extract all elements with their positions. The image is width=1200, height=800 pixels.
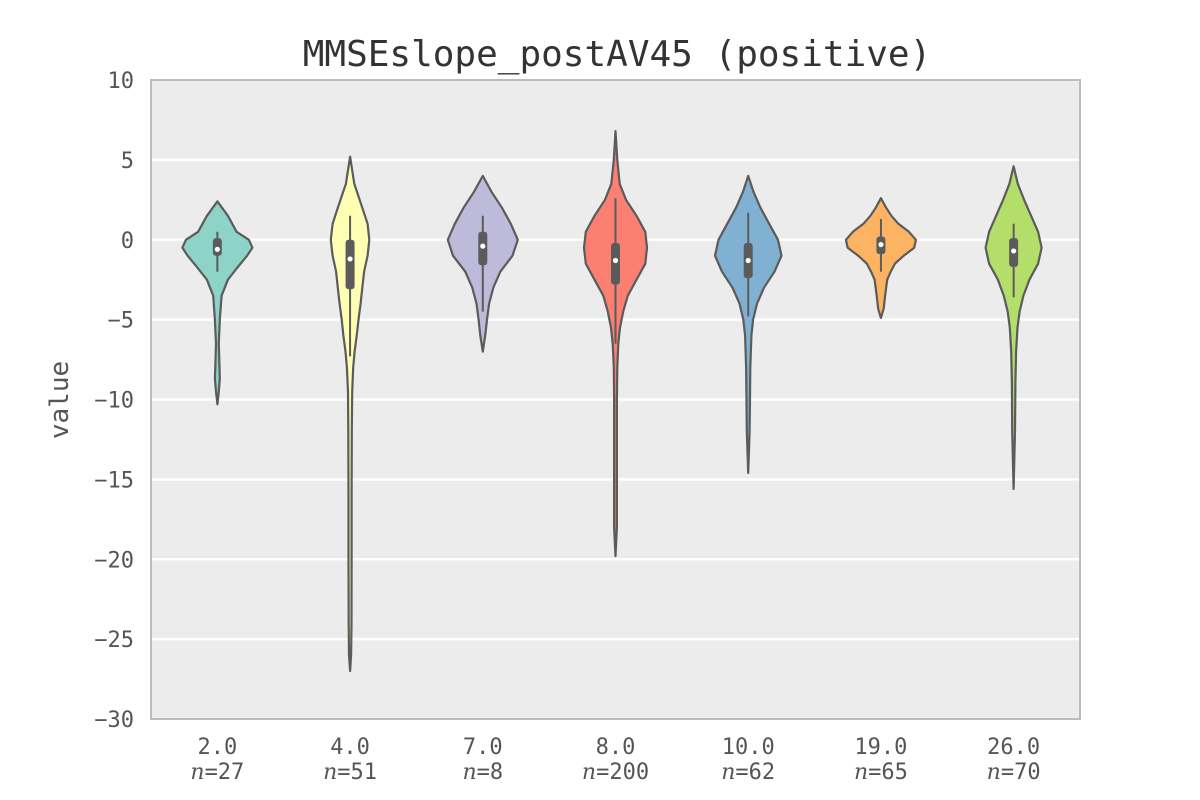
x-tick-label: 7.0 — [463, 735, 503, 760]
violin-median — [347, 256, 353, 262]
x-count-label: n=8 — [462, 760, 503, 785]
x-count-label: n=65 — [854, 760, 908, 785]
y-tick-label: −20 — [94, 548, 134, 573]
violin-median — [745, 257, 751, 264]
y-tick-label: 0 — [121, 229, 134, 254]
x-tick-label: 19.0 — [854, 735, 907, 760]
violin-median — [878, 241, 884, 248]
violin-26-0 — [984, 165, 1043, 491]
plot-frame — [150, 79, 1081, 720]
violin-body — [181, 200, 254, 406]
y-tick-label: −5 — [108, 309, 135, 334]
y-tick-label: 10 — [108, 69, 135, 94]
violin-median — [214, 246, 220, 252]
y-tick-label: −30 — [94, 708, 134, 733]
x-tick-label: 2.0 — [197, 735, 237, 760]
violin-8-0 — [582, 130, 649, 558]
x-tick-label: 4.0 — [330, 735, 370, 760]
violin-2-0 — [181, 200, 254, 406]
y-tick-labels: 10 5 0 −5 −10 −15 −20 −25 −30 — [94, 69, 134, 733]
x-count-label: n=62 — [721, 760, 775, 785]
y-tick-label: 5 — [121, 149, 134, 174]
x-tick-label: 10.0 — [722, 735, 775, 760]
violin-body — [984, 165, 1043, 491]
violin-7-0 — [446, 174, 519, 353]
violin-10-0 — [713, 174, 783, 475]
x-tick-labels: 2.0n=27 4.0n=51 7.0n=8 8.0n=200 10.0n=62 19.0… — [190, 735, 1040, 785]
x-count-label: n=70 — [987, 760, 1041, 785]
violin-body — [582, 130, 649, 558]
x-tick-label: 8.0 — [596, 735, 636, 760]
violin-19-0 — [844, 197, 917, 320]
y-tick-label: −25 — [94, 628, 134, 653]
y-tick-label: −15 — [94, 468, 134, 493]
violin-median — [1011, 248, 1017, 254]
violin-iqr-box — [611, 242, 620, 285]
violin-iqr-box — [345, 239, 355, 290]
violin-median — [612, 257, 619, 264]
y-tick-label: −10 — [94, 389, 134, 414]
y-axis-label: value — [45, 361, 75, 439]
violin-body — [713, 174, 783, 475]
x-count-label: n=51 — [323, 760, 377, 785]
violin-4-0 — [329, 155, 371, 673]
x-count-label: n=27 — [190, 760, 244, 785]
x-count-label: n=200 — [582, 760, 649, 785]
violin-body — [329, 155, 371, 673]
chart-title: MMSEslope_postAV45 (positive) — [303, 34, 932, 75]
violins — [181, 130, 1043, 673]
x-tick-label: 26.0 — [987, 735, 1040, 760]
violin-median — [480, 243, 486, 249]
